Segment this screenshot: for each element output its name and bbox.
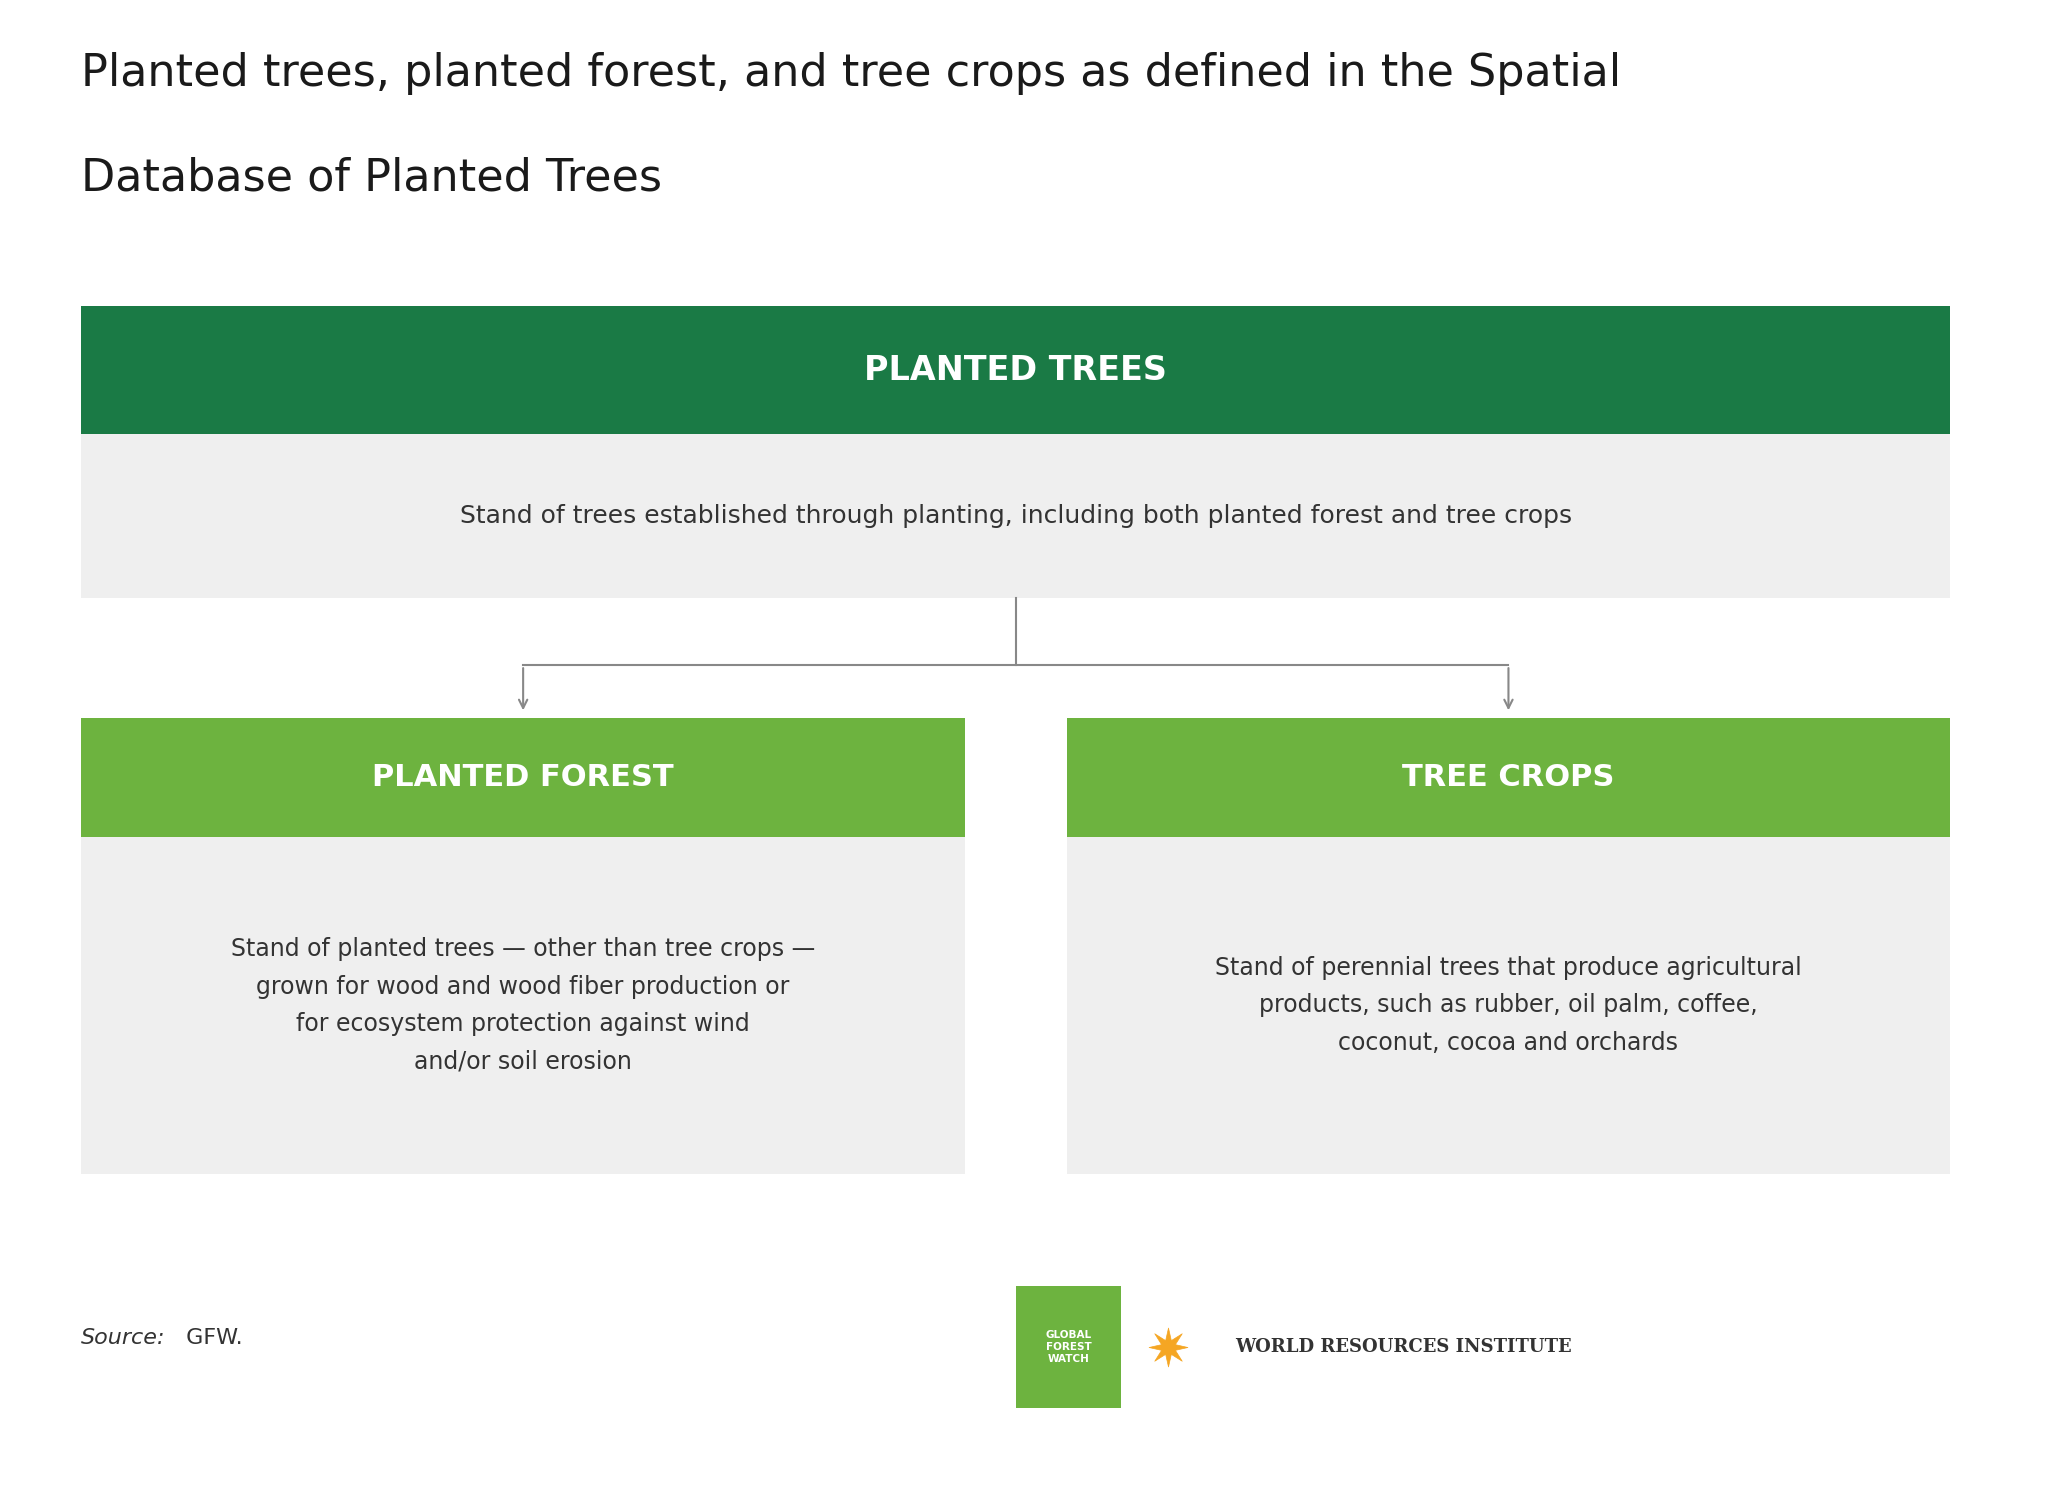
Text: Stand of planted trees — other than tree crops —
grown for wood and wood fiber p: Stand of planted trees — other than tree… bbox=[231, 937, 815, 1073]
Text: WORLD RESOURCES INSTITUTE: WORLD RESOURCES INSTITUTE bbox=[1235, 1338, 1571, 1356]
FancyBboxPatch shape bbox=[82, 434, 1950, 598]
FancyBboxPatch shape bbox=[82, 306, 1950, 434]
FancyBboxPatch shape bbox=[1067, 837, 1950, 1174]
FancyBboxPatch shape bbox=[82, 837, 965, 1174]
Text: PLANTED FOREST: PLANTED FOREST bbox=[373, 762, 674, 792]
Text: Database of Planted Trees: Database of Planted Trees bbox=[82, 157, 662, 200]
Text: Planted trees, planted forest, and tree crops as defined in the Spatial: Planted trees, planted forest, and tree … bbox=[82, 52, 1622, 96]
Text: GFW.: GFW. bbox=[178, 1328, 242, 1348]
Text: Stand of perennial trees that produce agricultural
products, such as rubber, oil: Stand of perennial trees that produce ag… bbox=[1214, 957, 1802, 1054]
Text: Stand of trees established through planting, including both planted forest and t: Stand of trees established through plant… bbox=[459, 504, 1573, 528]
Text: GLOBAL
FOREST
WATCH: GLOBAL FOREST WATCH bbox=[1047, 1329, 1092, 1365]
Text: PLANTED TREES: PLANTED TREES bbox=[864, 353, 1167, 387]
Text: TREE CROPS: TREE CROPS bbox=[1403, 762, 1614, 792]
FancyBboxPatch shape bbox=[1067, 718, 1950, 837]
FancyBboxPatch shape bbox=[82, 718, 965, 837]
FancyBboxPatch shape bbox=[1016, 1286, 1122, 1408]
Text: Source:: Source: bbox=[82, 1328, 166, 1348]
